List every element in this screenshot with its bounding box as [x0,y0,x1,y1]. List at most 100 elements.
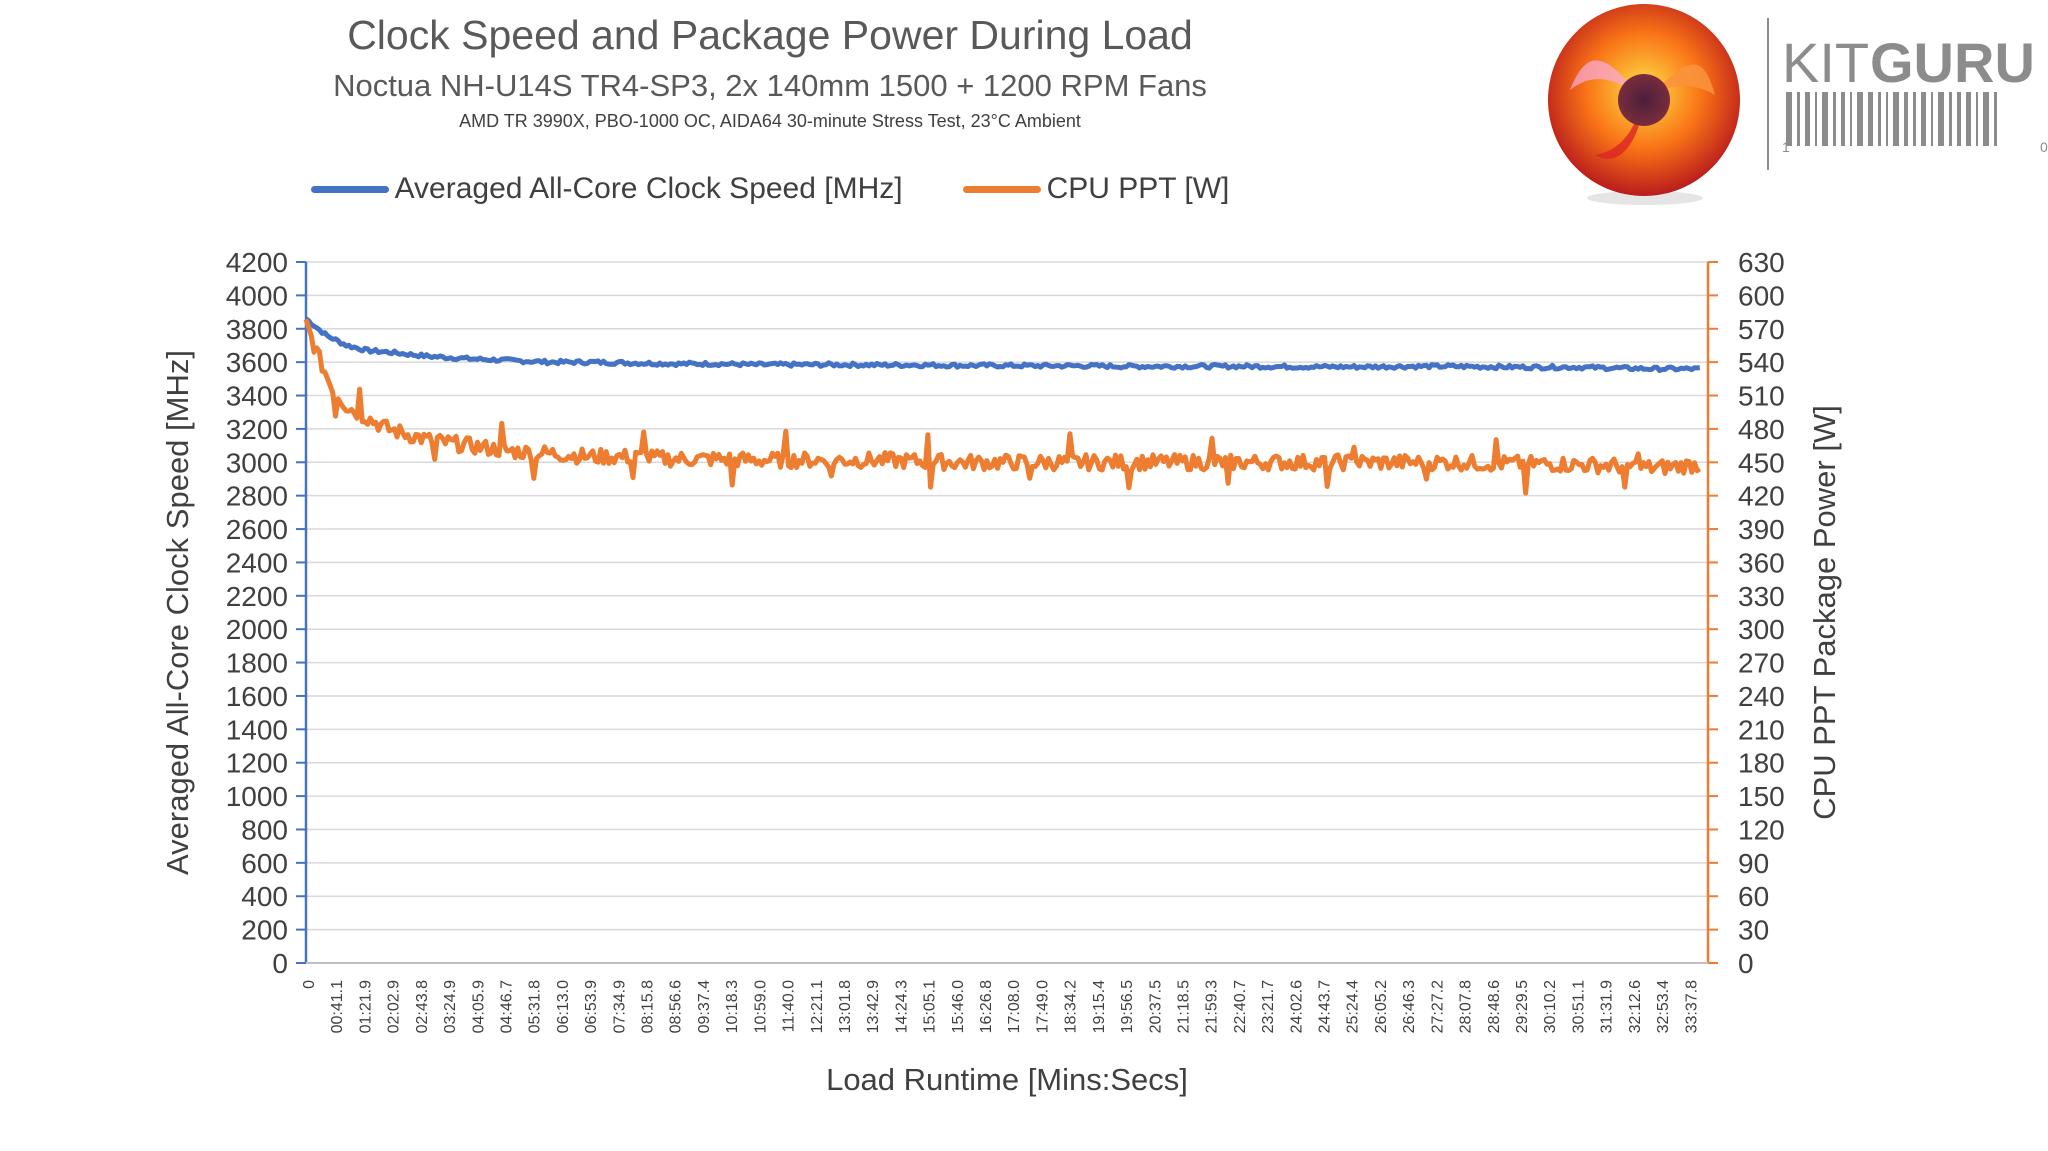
y-right-tick-label: 300 [1738,614,1785,645]
x-tick-label: 29:29.5 [1514,980,1531,1033]
barcode-bar [1878,92,1881,146]
y-left-tick-label: 3600 [226,347,288,378]
y-right-axis-title: CPU PPT Package Power [W] [1807,405,1842,820]
barcode-bar [1868,92,1873,146]
y-left-tick-label: 400 [241,881,288,912]
x-tick-label: 23:21.7 [1260,980,1277,1033]
x-tick-label: 28:07.8 [1458,980,1475,1033]
y-right-tick-label: 60 [1738,881,1769,912]
barcode-bar [1976,92,1978,146]
x-tick-label: 30:51.1 [1570,980,1587,1033]
series-line-clock-speed [304,316,1701,374]
barcode-bar [1841,92,1845,146]
barcode-bar [1983,92,1989,146]
y-left-tick-label: 2200 [226,581,288,612]
x-tick-label: 19:56.5 [1119,980,1136,1033]
y-left-tick-label: 200 [241,915,288,946]
x-tick-label: 26:46.3 [1401,980,1418,1033]
x-tick-label: 15:46.0 [950,980,967,1033]
x-tick-label: 15:05.1 [922,980,939,1033]
y-right-tick-label: 270 [1738,648,1785,679]
y-left-tick-label: 0 [272,948,288,979]
x-tick-label: 13:42.9 [865,980,882,1033]
x-tick-label: 20:37.5 [1147,980,1164,1033]
chart-test-conditions: AMD TR 3990X, PBO-1000 OC, AIDA64 30-min… [459,111,1081,131]
logo-text-guru: GURU [1870,31,2035,94]
x-tick-label: 01:21.9 [357,980,374,1033]
series-line-cpu-ppt [303,318,1702,496]
barcode-bar [1850,92,1852,146]
y-left-tick-label: 3800 [226,314,288,345]
y-left-tick-label: 600 [241,848,288,879]
x-tick-label: 06:53.9 [583,980,600,1033]
y-left-tick-label: 1000 [226,781,288,812]
x-axis-title: Load Runtime [Mins:Secs] [826,1062,1188,1097]
x-tick-label: 14:24.3 [893,980,910,1033]
barcode-bar [1797,92,1800,146]
y-left-tick-label: 3000 [226,447,288,478]
y-left-tick-label: 4000 [226,280,288,311]
y-right-tick-label: 0 [1738,948,1754,979]
y-right-tick-label: 540 [1738,347,1785,378]
x-tick-label: 31:31.9 [1599,980,1616,1033]
legend-swatch-ppt [962,185,1041,193]
y-right-tick-label: 420 [1738,481,1785,512]
y-left-tick-label: 800 [241,814,288,845]
y-left-tick-label: 1200 [226,748,288,779]
y-right-tick-label: 30 [1738,915,1769,946]
y-left-tick-label: 2000 [226,614,288,645]
barcode-bar [1994,92,1997,146]
x-tick-label: 03:24.9 [442,980,459,1033]
y-left-tick-label: 2800 [226,481,288,512]
y-right-tick-label: 90 [1738,848,1769,879]
legend-item-ppt: CPU PPT [W] [962,172,1229,206]
x-tick-label: 32:12.6 [1627,980,1644,1033]
y-right-tick-label: 510 [1738,381,1785,412]
logo-text-kit: KIT [1782,31,1869,94]
barcode-bar [1938,92,1944,146]
x-tick-label: 24:43.7 [1317,980,1334,1033]
y-right-tick-label: 450 [1738,447,1785,478]
y-right-tick-label: 210 [1738,714,1785,745]
y-left-tick-label: 3400 [226,381,288,412]
logo-barcode-start: 1 [1782,139,1790,155]
x-tick-label: 13:01.8 [837,980,854,1033]
y-left-tick-label: 2400 [226,547,288,578]
y-right-tick-label: 480 [1738,414,1785,445]
legend-label-clock: Averaged All-Core Clock Speed [MHz] [394,172,903,205]
x-tick-label: 09:37.4 [696,980,713,1033]
y-left-tick-label: 1600 [226,681,288,712]
y-left-tick-label: 1800 [226,648,288,679]
x-tick-label: 24:02.6 [1288,980,1305,1033]
y-right-tick-label: 120 [1738,814,1785,845]
barcode-bar [1904,92,1908,146]
x-tick-label: 04:46.7 [498,980,515,1033]
barcode-bar [1949,92,1952,146]
barcode-bar [1957,92,1961,146]
x-tick-label: 08:15.8 [640,980,657,1033]
y-left-tick-label: 4200 [226,247,288,278]
legend-item-clock: Averaged All-Core Clock Speed [MHz] [310,172,903,206]
y-right-tick-label: 150 [1738,781,1785,812]
x-tick-label: 18:34.2 [1063,980,1080,1033]
y-left-tick-label: 2600 [226,514,288,545]
x-tick-label: 02:02.9 [386,980,403,1033]
x-tick-label: 00:41.1 [329,980,346,1033]
barcode-bar [1921,92,1926,146]
y-right-tick-label: 630 [1738,247,1785,278]
barcode-bar [1886,92,1888,146]
x-tick-label: 30:10.2 [1542,980,1559,1033]
barcode-bar [1857,92,1863,146]
x-tick-label: 16:26.8 [978,980,995,1033]
x-tick-label: 21:59.3 [1204,980,1221,1033]
legend: Averaged All-Core Clock Speed [MHz] CPU … [0,172,1540,206]
logo-barcode-end: 0 [2040,139,2048,155]
y-right-tick-label: 360 [1738,547,1785,578]
y-right-tick-label: 330 [1738,581,1785,612]
x-tick-label: 07:34.9 [611,980,628,1033]
x-tick-label: 33:37.8 [1683,980,1700,1033]
x-tick-label: 12:21.1 [809,980,826,1033]
x-tick-label: 08:56.6 [668,980,685,1033]
y-right-tick-label: 600 [1738,280,1785,311]
